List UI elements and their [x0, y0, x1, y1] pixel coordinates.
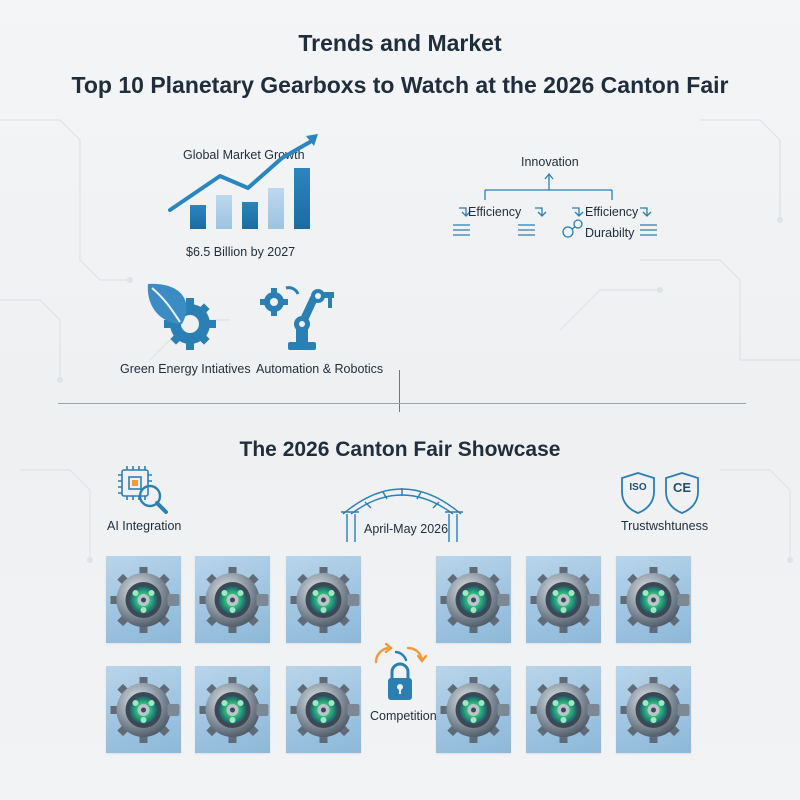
gearbox-tile-3[interactable]	[286, 556, 361, 643]
gearbox-tile-12[interactable]	[616, 666, 691, 753]
fair-arch-icon	[341, 488, 463, 542]
gearbox-tile-5[interactable]	[526, 556, 601, 643]
gearbox-image	[195, 666, 270, 753]
leaf-gear-icon	[147, 283, 216, 350]
gearbox-image	[286, 666, 361, 753]
ai-integration-label: AI Integration	[107, 519, 182, 533]
market-value-label: $6.5 Billion by 2027	[186, 245, 296, 259]
gearbox-tile-7[interactable]	[106, 666, 181, 753]
gearbox-tile-6[interactable]	[616, 556, 691, 643]
gearbox-image	[526, 666, 601, 753]
gearbox-image	[436, 666, 511, 753]
showcase-title: The 2026 Canton Fair Showcase	[239, 438, 561, 461]
fair-dates-label: April-May 2026	[364, 522, 449, 536]
innovation-durability: Durabilty	[585, 226, 635, 240]
gearbox-tile-8[interactable]	[195, 666, 270, 753]
section-divider-vertical	[399, 370, 400, 412]
page-title: Trends and Market	[298, 30, 502, 56]
gearbox-tile-4[interactable]	[436, 556, 511, 643]
automation-label: Automation & Robotics	[256, 362, 384, 376]
gearbox-tile-10[interactable]	[436, 666, 511, 753]
green-energy-label: Green Energy Intiatives	[120, 362, 251, 376]
gearbox-image	[106, 556, 181, 643]
market-growth-chart-icon	[168, 134, 318, 229]
gearbox-tile-11[interactable]	[526, 666, 601, 753]
gearbox-image	[616, 556, 691, 643]
page-subtitle: Top 10 Planetary Gearboxs to Watch at th…	[71, 72, 729, 98]
section-divider	[58, 403, 746, 404]
competition-lock-arrows-icon	[374, 642, 428, 700]
innovation-efficiency-left: Efficiency	[468, 205, 522, 219]
competition-label: Competition	[370, 709, 437, 723]
market-growth-label: Global Market Growth	[183, 148, 305, 162]
innovation-efficiency-right: Efficiency	[585, 205, 639, 219]
gearbox-image	[195, 556, 270, 643]
ai-chip-magnifier-icon	[118, 466, 168, 514]
gearbox-tile-2[interactable]	[195, 556, 270, 643]
gearbox-tile-9[interactable]	[286, 666, 361, 753]
certification-shields-icon	[621, 472, 699, 514]
ce-badge-text: CE	[672, 480, 692, 495]
gearbox-image	[616, 666, 691, 753]
gearbox-image	[286, 556, 361, 643]
innovation-label: Innovation	[521, 155, 579, 169]
robot-arm-icon	[260, 286, 334, 350]
innovation-tree-diagram	[453, 172, 657, 238]
iso-badge-text: ISO	[629, 482, 647, 493]
gearbox-tile-1[interactable]	[106, 556, 181, 643]
gearbox-image	[436, 556, 511, 643]
gearbox-image	[106, 666, 181, 753]
gearbox-image	[526, 556, 601, 643]
trustworthiness-label: Trustwshtuness	[621, 519, 709, 533]
